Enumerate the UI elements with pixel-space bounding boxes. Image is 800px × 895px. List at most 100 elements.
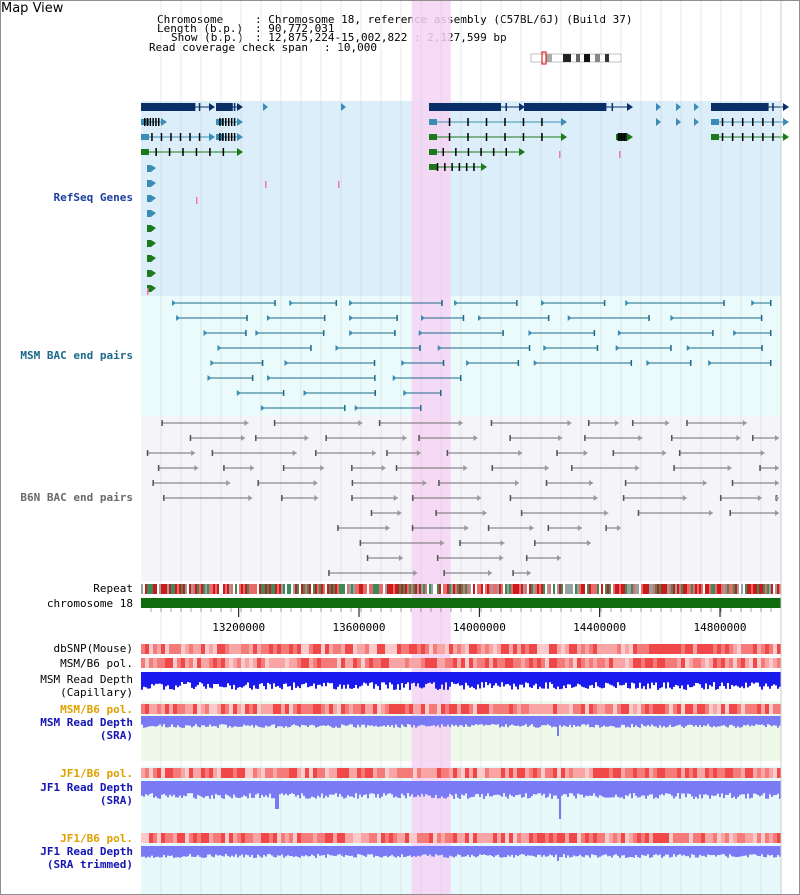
- jf1-b6-pol-heat-cell: [477, 768, 481, 778]
- repeat-block: [177, 584, 179, 594]
- msm-b6-pol-heat-cell: [593, 658, 597, 668]
- msm-capillary-depth-bar: [387, 672, 389, 689]
- jf1-sra-depth-bar: [231, 781, 233, 799]
- msm-b6-pol-heat-cell: [237, 658, 241, 668]
- jf1-trimmed-depth-bar: [331, 846, 333, 856]
- jf1-b6-pol-2-heat-cell: [229, 833, 233, 843]
- gene-small: [147, 240, 151, 247]
- jf1-sra-depth-bar: [779, 781, 781, 799]
- chromosome-bar: [141, 598, 781, 608]
- msm-sra-depth-bar: [205, 716, 207, 727]
- msm-b6-pol-heat-cell: [617, 658, 621, 668]
- b6n-bac-end: [241, 435, 246, 441]
- jf1-b6-pol-heat-cell: [409, 768, 413, 778]
- repeat-block: [311, 584, 313, 594]
- jf1-b6-pol-2-heat-cell: [309, 833, 313, 843]
- msm-sra-depth-bar: [405, 716, 407, 728]
- jf1-b6-pol-2-heat-cell: [749, 833, 753, 843]
- msm-bac-end: [373, 360, 376, 366]
- dbsnp-heat-cell: [629, 644, 633, 654]
- repeat-block: [487, 584, 489, 594]
- jf1-trimmed-depth-bar: [635, 846, 637, 855]
- repeat-block: [389, 584, 391, 594]
- msm-b6-pol-2-heat-cell: [549, 704, 553, 714]
- msm-sra-depth-bar: [673, 716, 675, 727]
- msm-b6-pol-2-heat-cell: [697, 704, 701, 714]
- msm-sra-depth-bar: [247, 716, 249, 726]
- jf1-b6-pol-heat-cell: [609, 768, 613, 778]
- jf1-trimmed-depth-bar: [481, 846, 483, 855]
- jf1-sra-depth-bar: [427, 781, 429, 796]
- msm-sra-depth-bar: [605, 716, 607, 727]
- gene-exon-tick: [155, 148, 157, 156]
- msm-capillary-depth-bar: [535, 672, 537, 684]
- repeat-block: [339, 584, 341, 594]
- jf1-sra-depth-bar: [449, 781, 451, 794]
- jf1-sra-depth-bar: [235, 781, 237, 798]
- jf1-sra-depth-bar: [721, 781, 723, 794]
- msm-b6-pol-2-heat-cell: [341, 704, 345, 714]
- jf1-trimmed-depth-bar: [201, 846, 203, 858]
- msm-sra-depth-bar: [169, 716, 171, 727]
- dbsnp-heat-cell: [669, 644, 673, 654]
- dbsnp-heat-cell: [509, 644, 513, 654]
- jf1-b6-pol-2-heat-cell: [161, 833, 165, 843]
- msm-capillary-depth-bar: [561, 672, 563, 689]
- b6n-bac-end: [757, 495, 762, 501]
- repeat-block: [255, 584, 257, 594]
- msm-sra-depth-bar: [719, 716, 721, 727]
- msm-sra-depth-bar: [337, 716, 339, 728]
- msm-b6-pol-2-heat-cell: [457, 704, 461, 714]
- b6n-bac-end: [358, 420, 363, 426]
- msm-b6-pol-heat-cell: [613, 658, 617, 668]
- jf1-b6-pol-2-heat-cell: [373, 833, 377, 843]
- msm-sra-depth-bar: [343, 716, 345, 725]
- jf1-sra-depth-bar: [297, 781, 299, 796]
- b6n-bac-end: [662, 450, 667, 456]
- msm-bac-end: [603, 300, 606, 306]
- msm-b6-pol-heat-cell: [577, 658, 581, 668]
- repeat-block: [747, 584, 749, 594]
- jf1-sra-depth-bar: [475, 781, 477, 795]
- repeat-block: [361, 584, 363, 594]
- repeat-block: [445, 584, 447, 594]
- msm-bac-end: [593, 330, 596, 336]
- msm-capillary-depth-bar: [399, 672, 401, 690]
- repeat-block: [679, 584, 681, 594]
- msm-capillary-depth-bar: [607, 672, 609, 684]
- b6n-bac-end: [509, 435, 511, 441]
- msm-sra-depth-bar: [225, 716, 227, 725]
- msm-capillary-depth-bar: [467, 672, 469, 686]
- msm-capillary-depth-bar: [461, 672, 463, 686]
- msm-capillary-depth-bar: [747, 672, 749, 688]
- msm-b6-pol-2-heat-cell: [489, 704, 493, 714]
- jf1-sra-depth-bar: [269, 781, 271, 794]
- jf1-trimmed-depth-bar: [203, 846, 205, 858]
- jf1-b6-pol-heat-cell: [717, 768, 721, 778]
- gene-exon-tick: [455, 103, 457, 111]
- b6n-bac-end: [534, 540, 536, 546]
- jf1-sra-depth-bar: [609, 781, 611, 798]
- msm-sra-depth-bar: [479, 716, 481, 725]
- jf1-trimmed-depth-bar: [475, 846, 477, 858]
- jf1-sra-depth-bar: [587, 781, 589, 797]
- dbsnp-heat-cell: [493, 644, 497, 654]
- jf1-b6-pol-2-heat-cell: [445, 833, 449, 843]
- repeat-block: [493, 584, 495, 594]
- jf1-trimmed-depth-bar: [739, 846, 741, 857]
- repeat-block: [405, 584, 407, 594]
- b6n-bac-end: [482, 510, 487, 516]
- jf1-trimmed-depth-bar: [741, 846, 743, 857]
- jf1-b6-pol-heat-cell: [597, 768, 601, 778]
- jf1-sra-depth-bar: [669, 781, 671, 794]
- msm-b6-pol-2-heat-cell: [557, 704, 561, 714]
- jf1-b6-pol-2-heat-cell: [529, 833, 533, 843]
- jf1-b6-pol-2-heat-cell: [165, 833, 169, 843]
- dbsnp-heat-cell: [173, 644, 177, 654]
- repeat-block: [521, 584, 523, 594]
- msm-bac-end: [437, 345, 442, 351]
- repeat-block: [525, 584, 527, 594]
- msm-capillary-depth-bar: [521, 672, 523, 685]
- msm-bac-end: [712, 330, 714, 336]
